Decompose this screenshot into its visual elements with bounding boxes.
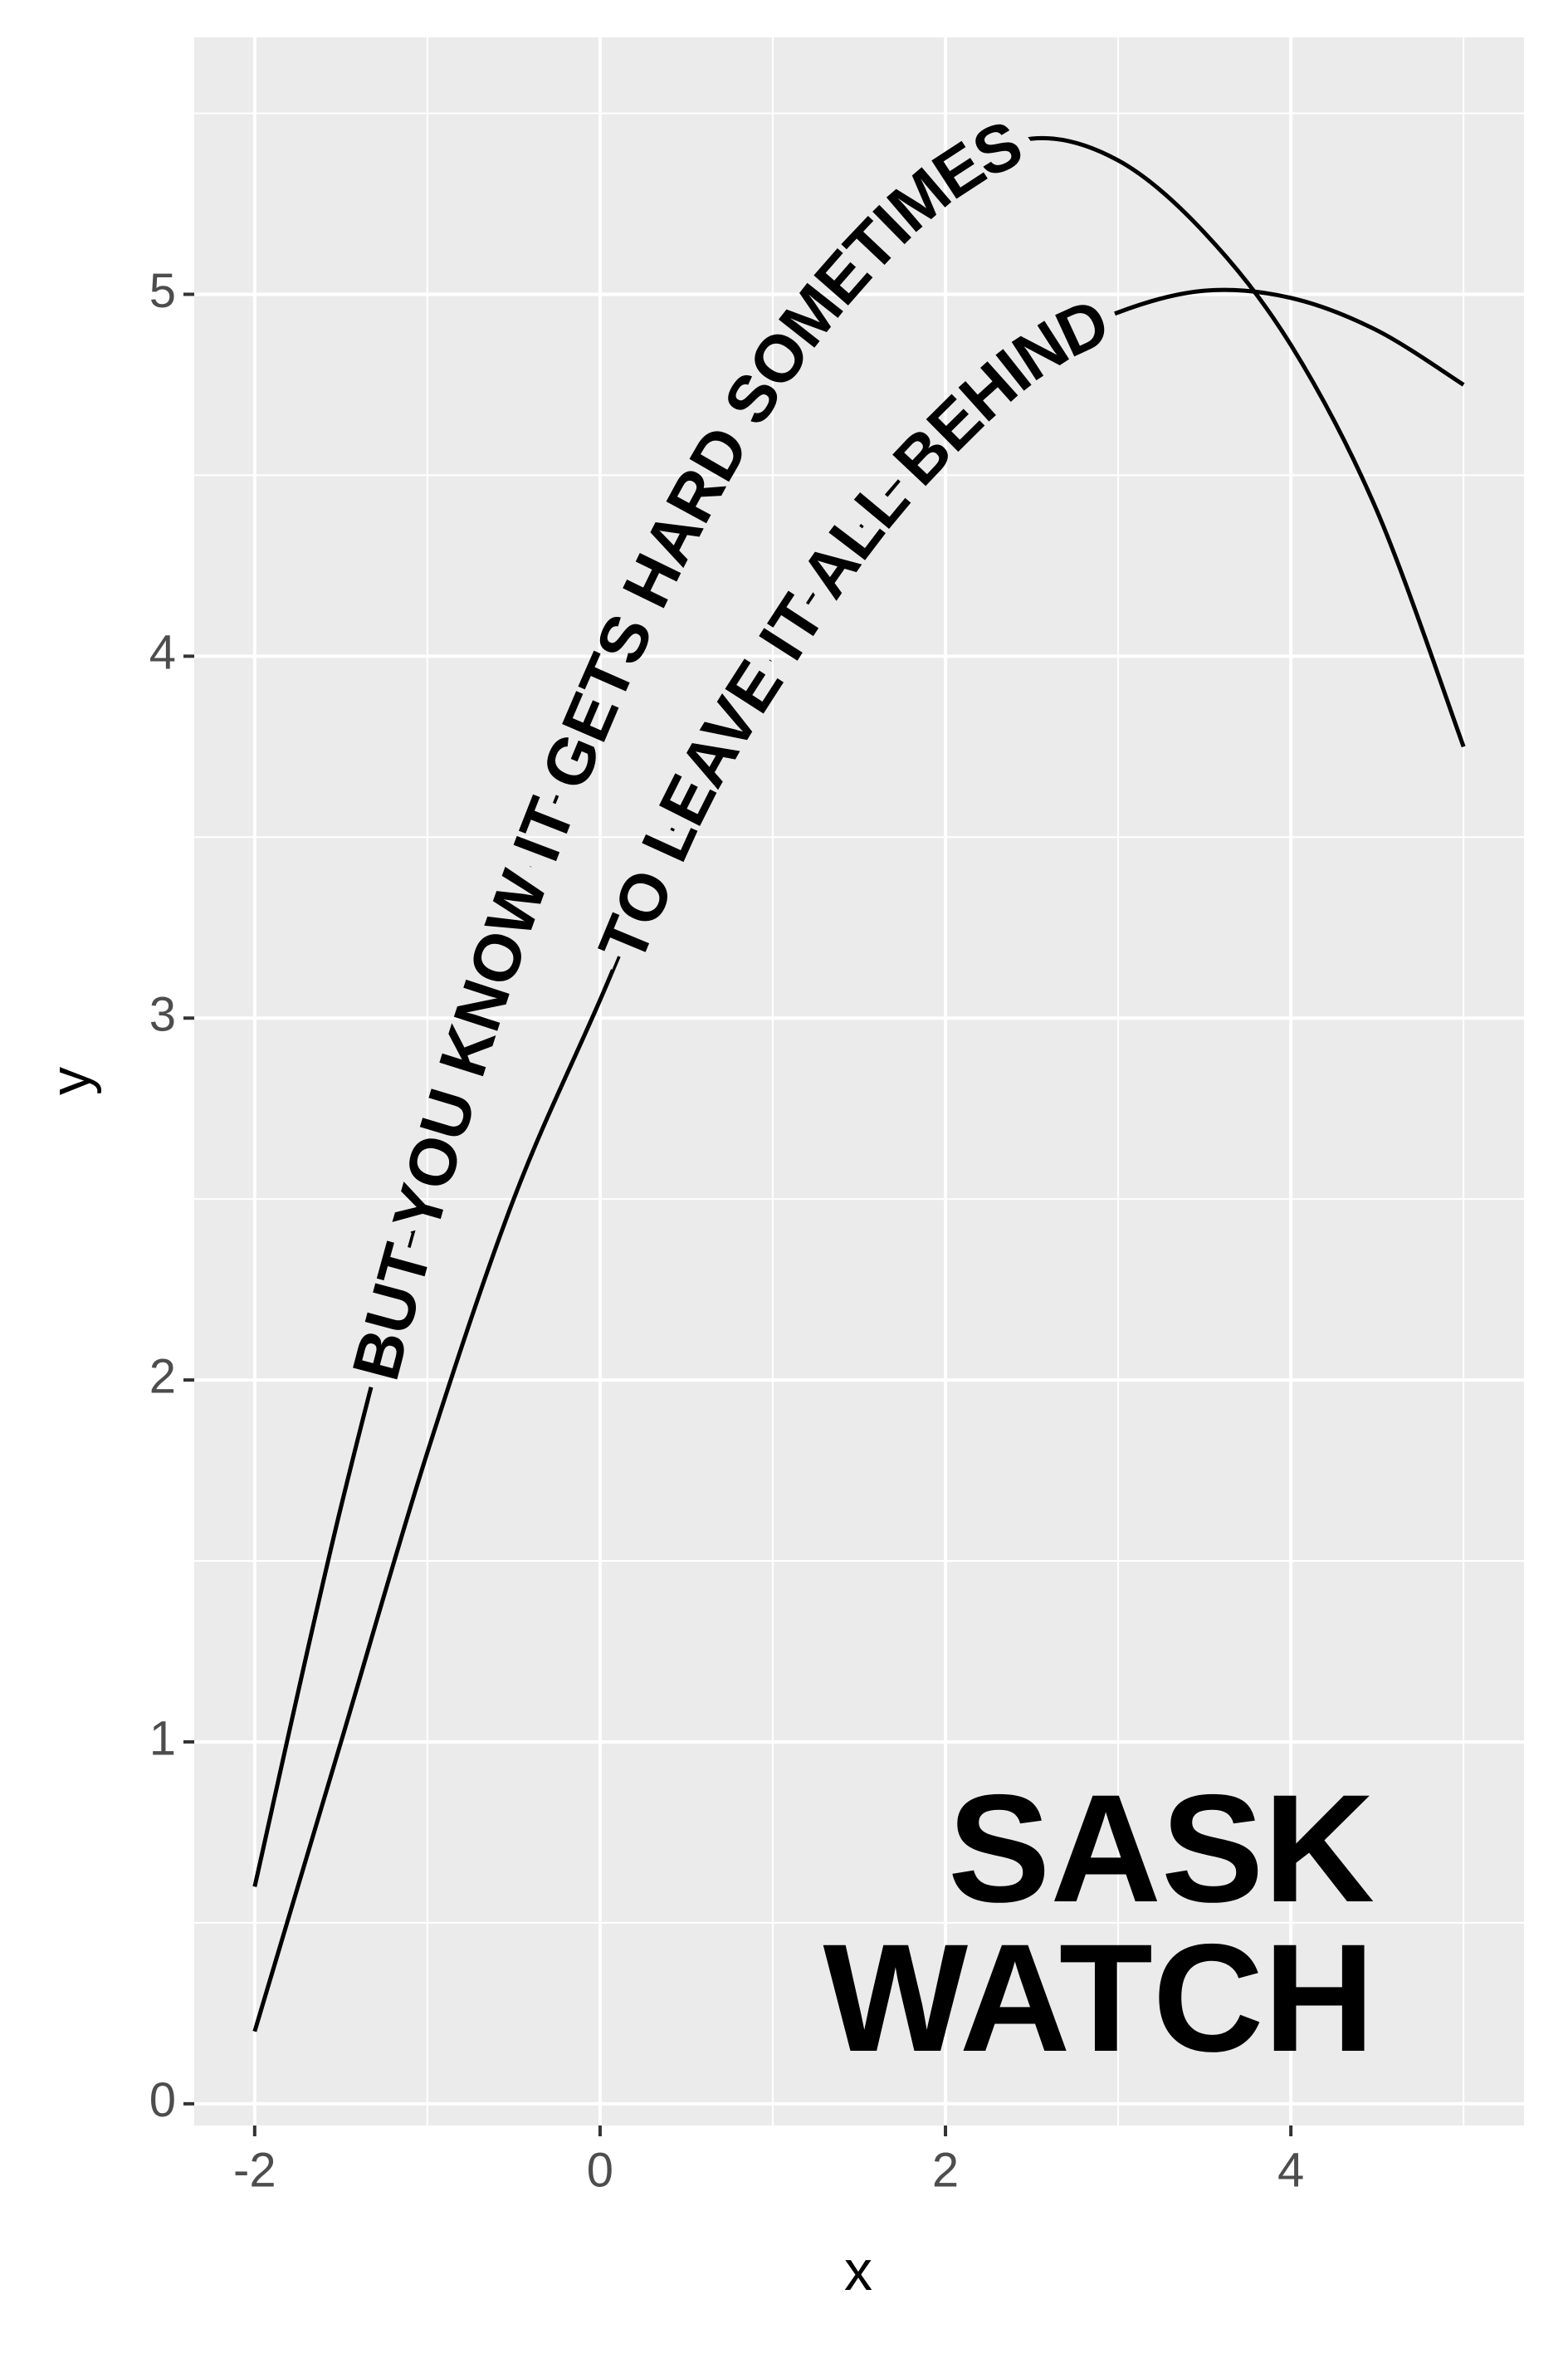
x-axis-title: x xyxy=(844,2239,872,2302)
line xyxy=(252,135,1466,1887)
x-tick-label: 4 xyxy=(1277,2143,1304,2197)
x-tick-label: 2 xyxy=(932,2143,959,2197)
line xyxy=(252,287,1465,2033)
y-tick-label: 1 xyxy=(149,1711,176,1765)
y-tick-label: 4 xyxy=(149,626,176,680)
y-tick-label: 5 xyxy=(149,264,176,318)
y-tick-label: 2 xyxy=(149,1349,176,1403)
annotation-line: SASK xyxy=(948,1764,1375,1935)
x-tick-label: -2 xyxy=(233,2143,276,2197)
annotation: SASK WATCH xyxy=(823,1764,1375,2084)
x-tick-label: 0 xyxy=(587,2143,613,2197)
y-tick-label: 0 xyxy=(149,2073,176,2127)
y-tick-label: 3 xyxy=(149,988,176,1042)
y-axis-title: y xyxy=(39,1067,102,1095)
annotation-line: WATCH xyxy=(823,1913,1375,2084)
panel xyxy=(194,37,1524,2126)
